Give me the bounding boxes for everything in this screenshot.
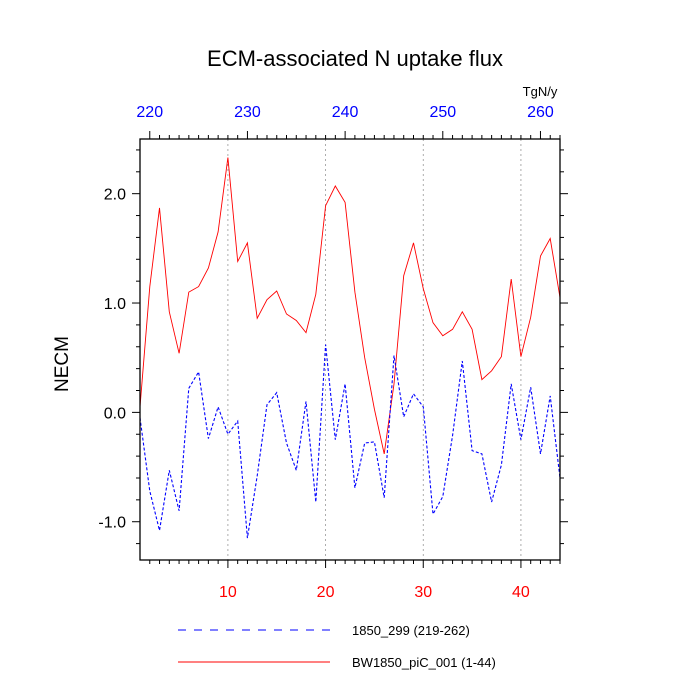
top-tick-label-250: 250 xyxy=(429,104,456,121)
y-axis-label: NECM xyxy=(52,336,73,392)
y-tick-label--1.0: -1.0 xyxy=(98,515,126,532)
y-tick-label-0.0: 0.0 xyxy=(104,405,126,422)
series-layer xyxy=(139,157,561,539)
top-tick-label-240: 240 xyxy=(332,104,359,121)
axes-layer: 10 20 30 40 220 230 240 250 260 -1.0 0.0 1.0 2.0 xyxy=(98,104,568,601)
x-tick-label-10: 10 xyxy=(219,584,237,601)
grid-layer xyxy=(227,139,522,560)
x-tick-label-20: 20 xyxy=(317,584,335,601)
top-tick-label-220: 220 xyxy=(136,104,163,121)
legend-label-0: 1850_299 (219-262) xyxy=(352,623,470,638)
legend-label-1: BW1850_piC_001 (1-44) xyxy=(352,655,496,670)
chart-title: ECM-associated N uptake flux xyxy=(207,46,503,71)
legend-layer: 1850_299 (219-262) BW1850_piC_001 (1-44) xyxy=(178,623,496,670)
plot-frame xyxy=(139,138,561,561)
y-tick-label-2.0: 2.0 xyxy=(104,187,126,204)
x-tick-label-30: 30 xyxy=(414,584,432,601)
x-tick-label-40: 40 xyxy=(512,584,530,601)
series-line-bw1850-picontrol xyxy=(139,157,561,454)
y-tick-label-1.0: 1.0 xyxy=(104,296,126,313)
top-tick-label-230: 230 xyxy=(234,104,261,121)
series-line-1850-299 xyxy=(139,344,561,539)
top-tick-label-260: 260 xyxy=(527,104,554,121)
units-label: TgN/y xyxy=(523,84,558,99)
